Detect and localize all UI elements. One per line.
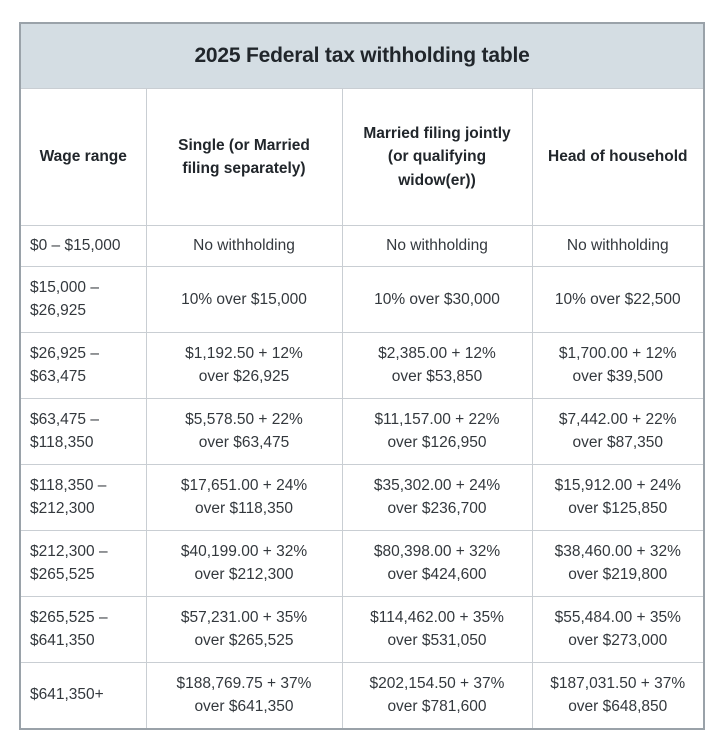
cell-wage-range: $212,300 – $265,525 <box>19 530 147 598</box>
table-row: $212,300 – $265,525 $40,199.00 + 32% ove… <box>19 530 705 598</box>
cell-single: $17,651.00 + 24% over $118,350 <box>145 464 343 532</box>
cell-single: 10% over $15,000 <box>145 266 343 334</box>
cell-head-of-household: No withholding <box>531 224 705 268</box>
column-header-married-jointly: Married filing jointly (or qualifying wi… <box>341 88 533 226</box>
table-row: $0 – $15,000 No withholding No withholdi… <box>19 224 705 268</box>
tax-withholding-table: 2025 Federal tax withholding table Wage … <box>19 22 705 731</box>
cell-single: $40,199.00 + 32% over $212,300 <box>145 530 343 598</box>
cell-single: $1,192.50 + 12% over $26,925 <box>145 332 343 400</box>
cell-single: $188,769.75 + 37% over $641,350 <box>145 662 343 730</box>
column-header-single: Single (or Married filing separately) <box>145 88 343 226</box>
cell-wage-range: $265,525 – $641,350 <box>19 596 147 664</box>
cell-single: $57,231.00 + 35% over $265,525 <box>145 596 343 664</box>
cell-married-jointly: $202,154.50 + 37% over $781,600 <box>341 662 533 730</box>
cell-wage-range: $63,475 – $118,350 <box>19 398 147 466</box>
cell-head-of-household: $55,484.00 + 35% over $273,000 <box>531 596 705 664</box>
cell-head-of-household: $38,460.00 + 32% over $219,800 <box>531 530 705 598</box>
title-row: 2025 Federal tax withholding table <box>19 22 705 89</box>
cell-single: No withholding <box>145 224 343 268</box>
table-row: $63,475 – $118,350 $5,578.50 + 22% over … <box>19 398 705 466</box>
column-header-head-of-household: Head of household <box>531 88 705 226</box>
table-row: $118,350 – $212,300 $17,651.00 + 24% ove… <box>19 464 705 532</box>
cell-married-jointly: $80,398.00 + 32% over $424,600 <box>341 530 533 598</box>
cell-head-of-household: $1,700.00 + 12% over $39,500 <box>531 332 705 400</box>
cell-married-jointly: No withholding <box>341 224 533 268</box>
cell-married-jointly: $114,462.00 + 35% over $531,050 <box>341 596 533 664</box>
cell-married-jointly: 10% over $30,000 <box>341 266 533 334</box>
cell-married-jointly: $35,302.00 + 24% over $236,700 <box>341 464 533 532</box>
cell-wage-range: $0 – $15,000 <box>19 224 147 268</box>
cell-wage-range: $15,000 – $26,925 <box>19 266 147 334</box>
cell-wage-range: $641,350+ <box>19 662 147 730</box>
table-row: $265,525 – $641,350 $57,231.00 + 35% ove… <box>19 596 705 664</box>
cell-head-of-household: $15,912.00 + 24% over $125,850 <box>531 464 705 532</box>
tax-table-grid: 2025 Federal tax withholding table Wage … <box>19 22 705 731</box>
column-header-wage-range: Wage range <box>19 88 147 226</box>
cell-wage-range: $118,350 – $212,300 <box>19 464 147 532</box>
cell-head-of-household: 10% over $22,500 <box>531 266 705 334</box>
table-row: $26,925 – $63,475 $1,192.50 + 12% over $… <box>19 332 705 400</box>
cell-married-jointly: $2,385.00 + 12% over $53,850 <box>341 332 533 400</box>
cell-head-of-household: $7,442.00 + 22% over $87,350 <box>531 398 705 466</box>
cell-wage-range: $26,925 – $63,475 <box>19 332 147 400</box>
table-title: 2025 Federal tax withholding table <box>19 22 705 89</box>
header-row: Wage range Single (or Married filing sep… <box>19 88 705 226</box>
cell-single: $5,578.50 + 22% over $63,475 <box>145 398 343 466</box>
cell-head-of-household: $187,031.50 + 37% over $648,850 <box>531 662 705 730</box>
table-row: $641,350+ $188,769.75 + 37% over $641,35… <box>19 662 705 730</box>
table-row: $15,000 – $26,925 10% over $15,000 10% o… <box>19 266 705 334</box>
cell-married-jointly: $11,157.00 + 22% over $126,950 <box>341 398 533 466</box>
